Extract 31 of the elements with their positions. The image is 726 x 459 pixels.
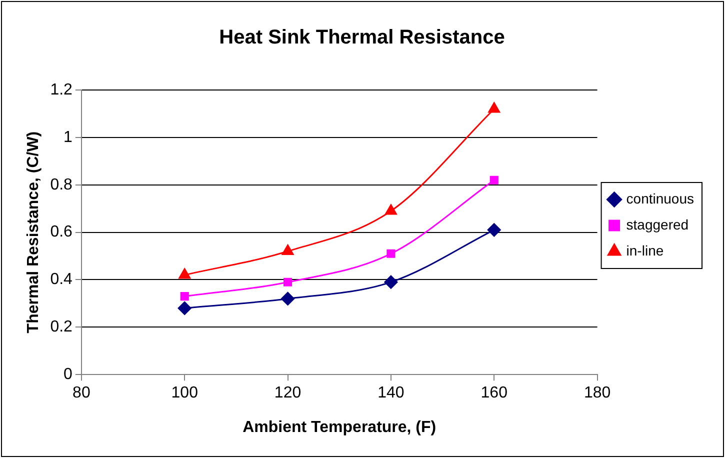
legend-label: staggered (626, 216, 689, 232)
point (487, 223, 501, 237)
point (385, 204, 397, 215)
legend-label: continuous (626, 190, 694, 206)
y-tick-label: 1.2 (50, 81, 73, 98)
point (178, 301, 192, 315)
point (386, 249, 396, 258)
y-tick-label: 0.8 (50, 176, 73, 194)
point (180, 292, 189, 301)
x-tick-label: 120 (274, 384, 302, 402)
y-tick-label: 0.2 (50, 318, 73, 336)
y-tick-label: 1 (64, 128, 73, 146)
x-axis-title: Ambient Temperature, (F) (242, 418, 436, 436)
x-tick-label: 140 (378, 384, 404, 402)
legend-label: in-line (626, 242, 664, 258)
point (490, 176, 498, 184)
point (282, 244, 294, 256)
x-tick-label: 180 (584, 384, 611, 402)
chart-title: Heat Sink Thermal Resistance (219, 26, 505, 49)
y-tick-label: 0.6 (50, 224, 73, 241)
point (384, 275, 398, 289)
point (281, 292, 295, 306)
point (178, 268, 191, 279)
y-axis-title: Thermal Resistance, (C/W) (25, 131, 42, 334)
point (283, 278, 292, 286)
y-tick-label: 0 (64, 366, 73, 384)
point (488, 102, 500, 113)
x-tick-label: 100 (171, 384, 198, 402)
y-tick-label: 0.4 (50, 271, 73, 288)
x-tick-label: 160 (480, 384, 508, 402)
x-tick-label: 80 (72, 384, 90, 402)
